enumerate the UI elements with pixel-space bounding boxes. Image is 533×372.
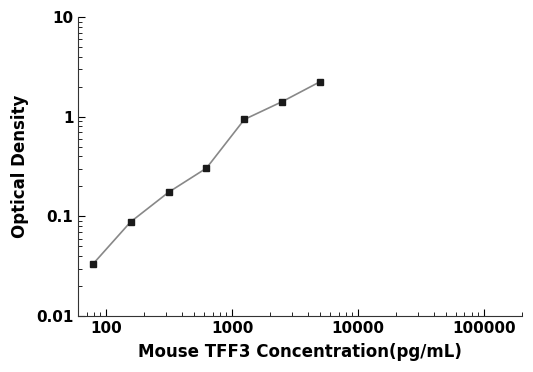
Y-axis label: Optical Density: Optical Density — [11, 95, 29, 238]
X-axis label: Mouse TFF3 Concentration(pg/mL): Mouse TFF3 Concentration(pg/mL) — [138, 343, 462, 361]
